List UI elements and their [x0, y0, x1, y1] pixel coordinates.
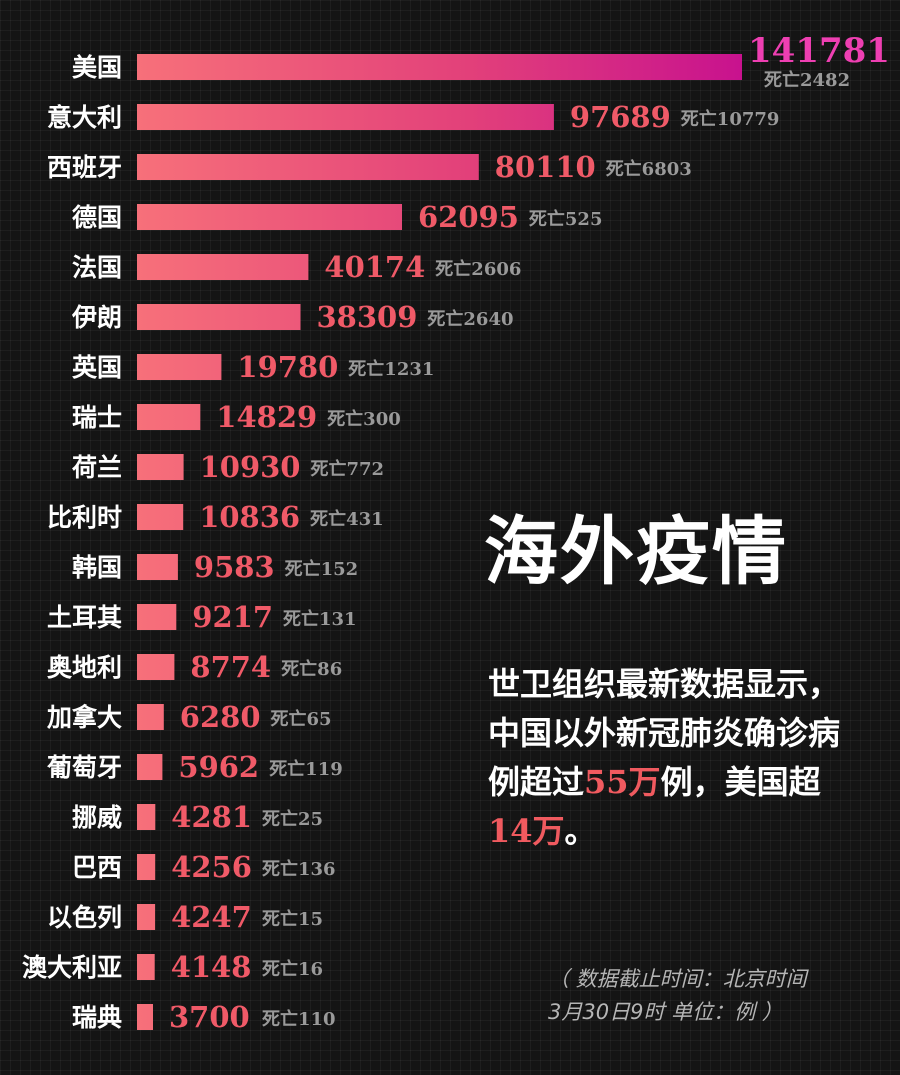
country-label: 德国	[72, 203, 122, 232]
country-label: 比利时	[47, 503, 122, 532]
country-label: 加拿大	[46, 703, 122, 732]
bar	[137, 704, 164, 730]
country-label: 美国	[72, 53, 122, 82]
death-label: 死亡131	[283, 608, 357, 630]
value-label: 80110	[495, 150, 596, 184]
death-label: 死亡110	[262, 1008, 336, 1030]
bar	[137, 804, 156, 830]
summary-global-highlight: 55万	[584, 763, 661, 801]
death-label: 死亡525	[529, 208, 603, 230]
value-label: 19780	[237, 350, 338, 384]
death-label: 死亡152	[285, 558, 359, 580]
death-label: 死亡136	[262, 858, 336, 880]
bar	[137, 554, 178, 580]
death-label: 死亡431	[310, 508, 384, 530]
country-label: 奥地利	[47, 653, 122, 682]
value-label: 5962	[178, 750, 259, 784]
value-label: 10930	[200, 450, 301, 484]
death-label: 死亡10779	[681, 108, 780, 130]
country-label: 以色列	[47, 903, 122, 932]
country-label: 西班牙	[47, 153, 122, 182]
death-label: 死亡2482	[764, 69, 850, 91]
bar	[137, 854, 156, 880]
data-note-line2: 3月30日9时 单位：例 ）	[548, 1000, 783, 1024]
summary-part3: 。	[564, 812, 597, 850]
bar	[137, 404, 201, 430]
bar	[137, 604, 177, 630]
value-label: 40174	[324, 250, 425, 284]
summary-part2: 例，美国超	[660, 763, 821, 801]
country-label: 意大利	[47, 103, 122, 132]
value-label: 141781	[748, 31, 890, 71]
data-note: （ 数据截止时间：北京时间 3月30日9时 单位：例 ）	[548, 963, 878, 1029]
bar	[137, 154, 479, 180]
country-label: 土耳其	[47, 603, 122, 632]
bar	[137, 754, 163, 780]
death-label: 死亡2606	[435, 258, 521, 280]
bar	[137, 304, 301, 330]
bar	[137, 54, 742, 80]
country-label: 伊朗	[71, 303, 122, 332]
value-label: 4148	[171, 950, 252, 984]
value-label: 14829	[216, 400, 317, 434]
summary-part1: 世卫组织最新数据显示，中国以外新冠肺炎确诊病例超过	[488, 665, 841, 801]
death-label: 死亡2640	[427, 308, 513, 330]
value-label: 8774	[190, 650, 271, 684]
country-label: 荷兰	[72, 453, 122, 482]
country-label: 韩国	[72, 553, 122, 582]
value-label: 3700	[169, 1000, 250, 1034]
country-label: 挪威	[72, 803, 122, 832]
death-label: 死亡65	[271, 708, 332, 730]
bar	[137, 204, 402, 230]
value-label: 10836	[199, 500, 300, 534]
country-label: 英国	[72, 353, 122, 382]
bar	[137, 454, 184, 480]
bar	[137, 954, 155, 980]
value-label: 62095	[418, 200, 519, 234]
death-label: 死亡300	[327, 408, 401, 430]
country-label: 巴西	[72, 853, 122, 882]
death-label: 死亡25	[262, 808, 323, 830]
death-label: 死亡6803	[606, 158, 692, 180]
country-label: 瑞典	[72, 1003, 122, 1032]
bar	[137, 254, 309, 280]
value-label: 4256	[171, 850, 252, 884]
death-label: 死亡86	[281, 658, 342, 680]
value-label: 6280	[180, 700, 261, 734]
bar	[137, 654, 175, 680]
value-label: 38309	[317, 300, 418, 334]
headline: 海外疫情	[484, 509, 788, 595]
country-label: 葡萄牙	[46, 753, 122, 782]
death-label: 死亡772	[311, 458, 385, 480]
data-note-line1: （ 数据截止时间：北京时间	[548, 967, 807, 991]
death-label: 死亡15	[262, 908, 323, 930]
death-label: 死亡16	[262, 958, 323, 980]
bar	[137, 504, 184, 530]
value-label: 97689	[570, 100, 671, 134]
bar	[137, 104, 554, 130]
bar	[137, 1004, 153, 1030]
bar	[137, 904, 156, 930]
country-label: 瑞士	[72, 403, 122, 432]
value-label: 9583	[194, 550, 275, 584]
summary-us-highlight: 14万	[488, 812, 565, 850]
country-label: 法国	[72, 253, 122, 282]
summary-text: 世卫组织最新数据显示，中国以外新冠肺炎确诊病例超过55万例，美国超 14万。	[488, 660, 858, 856]
value-label: 4281	[171, 800, 252, 834]
bar	[137, 354, 222, 380]
value-label: 4247	[171, 900, 252, 934]
death-label: 死亡119	[269, 758, 343, 780]
value-label: 9217	[192, 600, 273, 634]
country-label: 澳大利亚	[22, 953, 122, 982]
death-label: 死亡1231	[348, 358, 434, 380]
